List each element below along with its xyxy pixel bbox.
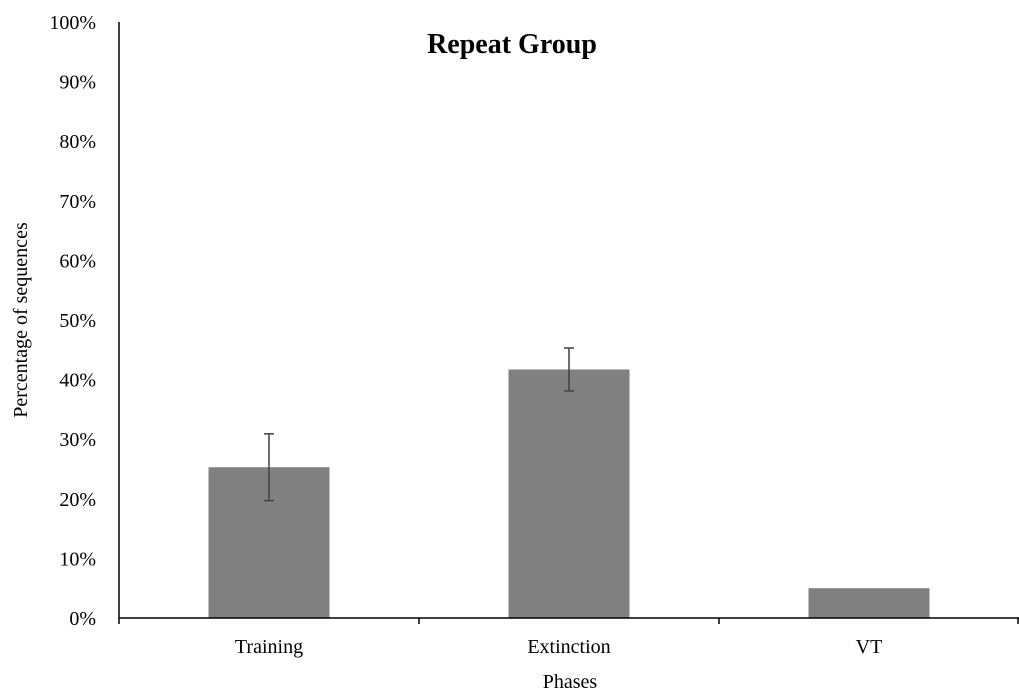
y-tick-label: 20% <box>59 489 96 511</box>
x-tick-label: Extinction <box>527 636 610 658</box>
error-bar <box>264 433 274 502</box>
y-axis-title: Percentage of sequences <box>10 222 32 418</box>
y-tick-label: 90% <box>59 72 96 94</box>
y-tick-label: 0% <box>69 608 96 630</box>
x-tick-labels: Training Extinction VT <box>235 636 882 658</box>
x-tick-label: Training <box>235 636 303 658</box>
bar <box>508 369 630 618</box>
y-tick-label: 10% <box>59 548 96 570</box>
error-bars <box>264 347 574 502</box>
x-tick-label: VT <box>856 636 883 658</box>
y-tick-label: 70% <box>59 191 96 213</box>
y-tick-label: 50% <box>59 310 96 332</box>
y-tick-labels: 0% 10% 20% 30% 40% 50% 60% 70% 80% 90% 100% <box>49 12 96 630</box>
y-tick-label: 100% <box>49 12 96 34</box>
chart-title: Repeat Group <box>427 29 597 60</box>
y-tick-label: 60% <box>59 250 96 272</box>
error-bar <box>564 347 574 392</box>
y-tick-label: 80% <box>59 131 96 153</box>
y-tick-label: 40% <box>59 370 96 392</box>
axes <box>118 22 1019 624</box>
x-axis-title: Phases <box>543 671 598 693</box>
y-tick-label: 30% <box>59 429 96 451</box>
bars <box>208 369 930 618</box>
bar <box>808 588 930 618</box>
